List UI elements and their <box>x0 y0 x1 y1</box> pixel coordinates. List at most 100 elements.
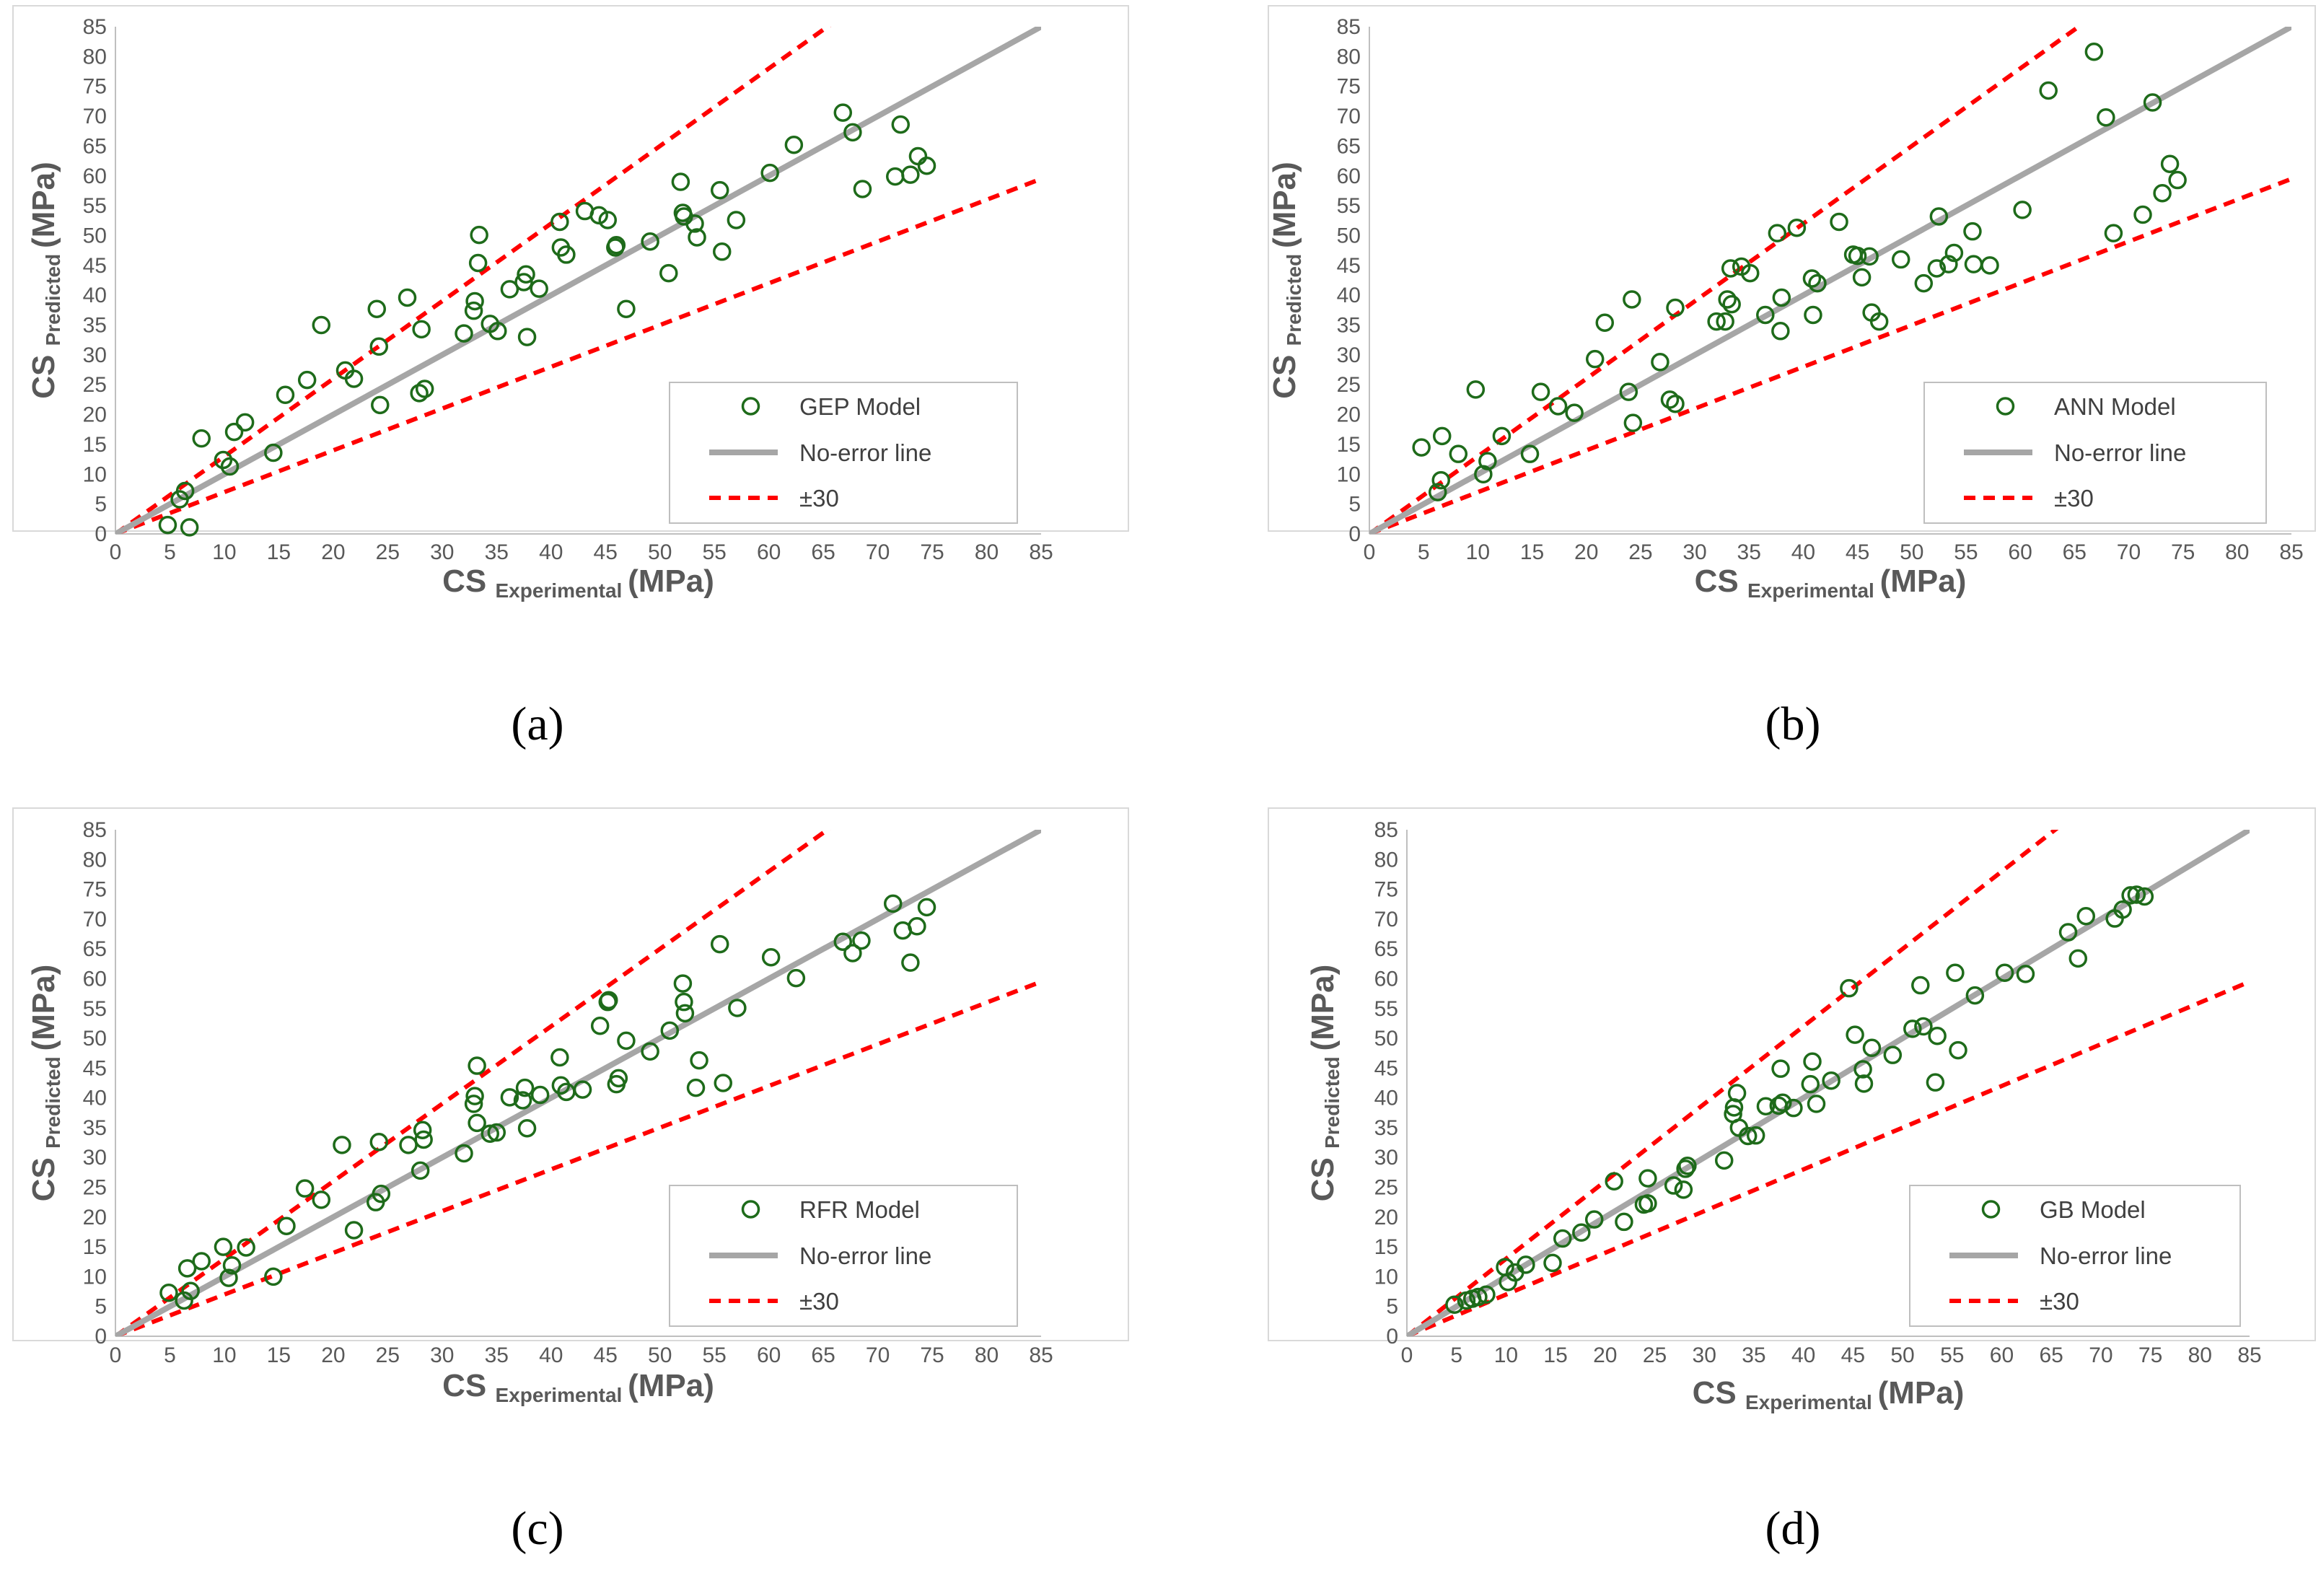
data-point <box>1928 1027 1947 1045</box>
data-point <box>843 123 862 142</box>
x-tick-label: 30 <box>430 1343 454 1367</box>
y-tick-label: 20 <box>83 1206 107 1229</box>
data-point <box>1678 1157 1697 1175</box>
data-point <box>1716 312 1734 331</box>
data-point <box>1756 305 1775 325</box>
data-point <box>2097 108 2115 127</box>
x-tick-label: 45 <box>1846 540 1869 564</box>
data-point <box>1860 247 1879 266</box>
y-tick-label: 0 <box>1386 1325 1398 1349</box>
data-point <box>671 172 690 191</box>
x-tick-label: 80 <box>975 540 999 564</box>
y-tick-label: 0 <box>1348 522 1361 546</box>
x-tick-label: 20 <box>1574 540 1598 564</box>
x-tick-label: 0 <box>1364 540 1376 564</box>
x-tick-label: 40 <box>539 540 563 564</box>
y-tick-label: 5 <box>95 493 107 517</box>
y-axis-title: CS Predicted (MPa) <box>1305 965 1343 1202</box>
data-point <box>2016 965 2035 983</box>
data-point <box>455 1144 473 1163</box>
y-tick-label: 15 <box>83 1235 107 1259</box>
x-tick-label: 75 <box>2138 1343 2162 1367</box>
data-point <box>2160 154 2180 173</box>
data-point <box>883 894 903 913</box>
x-tick-label: 60 <box>757 540 781 564</box>
data-point <box>264 1267 283 1286</box>
x-tick-label: 75 <box>2171 540 2195 564</box>
data-point <box>2058 923 2078 942</box>
x-tick-label: 5 <box>164 1343 176 1367</box>
x-tick-label: 25 <box>1628 540 1652 564</box>
x-tick-label: 55 <box>1940 1343 1964 1367</box>
data-point <box>1852 268 1872 287</box>
data-points <box>1412 42 2187 501</box>
data-point <box>1638 1194 1657 1213</box>
data-point <box>1980 256 1999 275</box>
x-tick-label: 65 <box>811 1343 835 1367</box>
legend-marker-icon <box>1981 1200 2001 1219</box>
data-point <box>686 1078 706 1097</box>
data-point <box>410 384 429 403</box>
legend: GB Model No-error line ±30 <box>1909 1185 2241 1327</box>
y-tick-label: 55 <box>83 194 107 218</box>
x-tick-label: 50 <box>1890 1343 1914 1367</box>
data-points <box>159 894 936 1310</box>
data-point <box>685 214 704 233</box>
x-tick-label: 15 <box>1520 540 1544 564</box>
data-point <box>1431 470 1450 490</box>
data-point <box>1445 1295 1464 1314</box>
y-tick-label: 15 <box>83 433 107 457</box>
data-point <box>500 1088 519 1107</box>
legend: GEP Model No-error line ±30 <box>669 382 1018 524</box>
y-tick-label: 30 <box>1374 1146 1398 1170</box>
x-tick-label: 25 <box>376 1343 400 1367</box>
data-point <box>2121 886 2140 905</box>
lower-30-bound-line <box>1369 177 2291 534</box>
x-tick-label: 10 <box>1494 1343 1518 1367</box>
data-point <box>852 931 871 950</box>
x-tick-label: 65 <box>2063 540 2087 564</box>
y-tick-label: 25 <box>1337 373 1361 397</box>
data-point <box>1927 259 1947 278</box>
data-point <box>465 1087 484 1105</box>
data-point <box>1787 218 1807 237</box>
panel-label: (b) <box>1765 698 1821 750</box>
data-point <box>1840 978 1859 998</box>
data-point <box>1517 1255 1535 1274</box>
data-point <box>344 1221 364 1240</box>
y-tick-label: 75 <box>1374 878 1398 902</box>
data-point <box>369 1133 389 1152</box>
data-point <box>2143 93 2162 112</box>
x-tick-label: 60 <box>2008 540 2032 564</box>
data-point <box>1565 403 1584 422</box>
x-tick-label: 65 <box>811 540 835 564</box>
x-tick-label: 20 <box>1593 1343 1617 1367</box>
data-point <box>1803 1052 1822 1071</box>
y-tick-label: 50 <box>1337 224 1361 247</box>
data-point <box>1773 1093 1792 1113</box>
data-point <box>1664 1176 1683 1195</box>
data-point <box>617 1031 636 1051</box>
y-tick-label: 55 <box>1374 997 1398 1021</box>
x-tick-label: 5 <box>1418 540 1430 564</box>
x-tick-label: 80 <box>975 1343 999 1367</box>
y-tick-label: 10 <box>1337 462 1361 486</box>
data-point <box>517 1119 537 1138</box>
upper-30-bound-line <box>115 27 832 534</box>
data-points <box>158 103 936 537</box>
data-point <box>833 103 853 122</box>
x-tick-label: 70 <box>866 540 890 564</box>
data-point <box>159 1283 178 1302</box>
data-point <box>673 974 693 993</box>
data-point <box>712 242 732 261</box>
lower-30-bound-line <box>115 979 1041 1336</box>
y-tick-label: 10 <box>83 462 107 486</box>
data-point <box>297 370 317 390</box>
data-point <box>1768 224 1787 242</box>
y-tick-label: 40 <box>83 284 107 307</box>
data-point <box>455 324 473 343</box>
data-point <box>1929 207 1949 226</box>
y-tick-label: 40 <box>83 1087 107 1110</box>
data-point <box>1771 322 1790 341</box>
data-point <box>853 180 872 198</box>
